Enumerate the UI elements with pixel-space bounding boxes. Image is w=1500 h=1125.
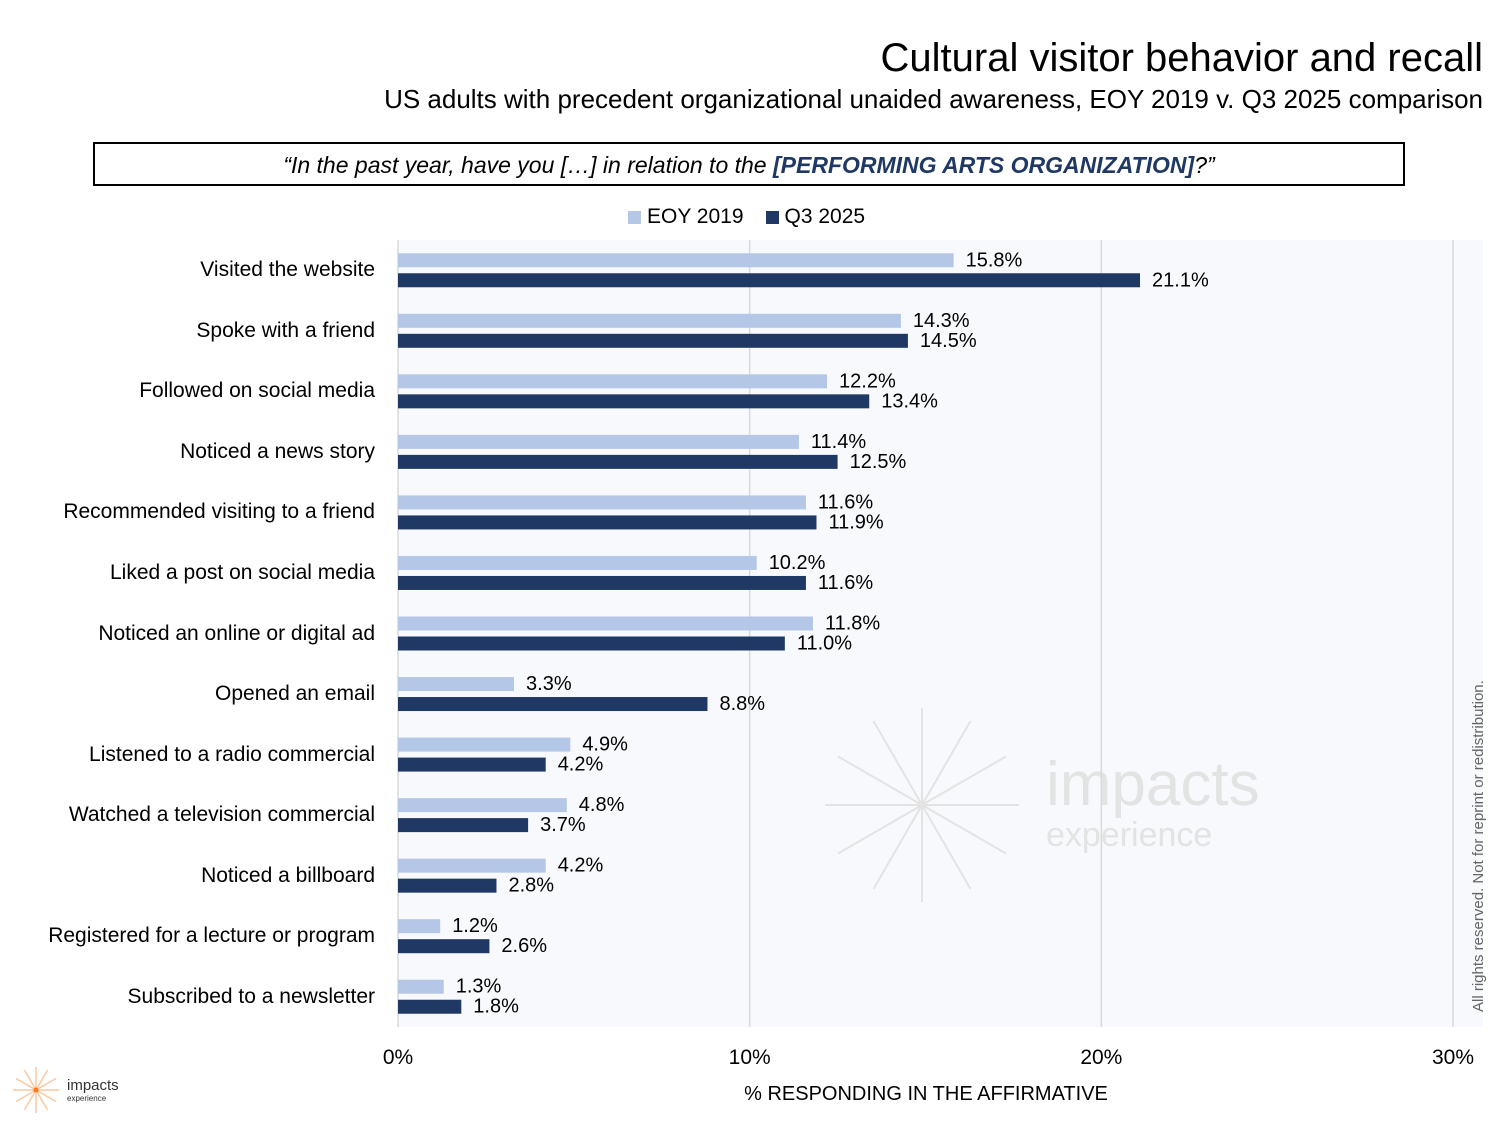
x-tick-label: 20%	[1080, 1046, 1123, 1069]
data-label: 8.8%	[719, 693, 765, 715]
bar-eoy2019	[398, 919, 441, 934]
bar-eoy2019	[398, 495, 806, 510]
bar-eoy2019	[398, 434, 799, 449]
data-label: 21.1%	[1152, 269, 1209, 291]
x-tick-label: 30%	[1431, 1046, 1475, 1069]
category-label: Listened to a radio commercial	[89, 742, 375, 766]
question-highlight: [PERFORMING ARTS ORGANIZATION]	[772, 152, 1195, 178]
bar-eoy2019	[398, 253, 954, 268]
data-label: 1.8%	[473, 996, 519, 1018]
x-axis-label: % RESPONDING IN THE AFFIRMATIVE	[744, 1083, 1108, 1105]
data-label: 12.2%	[839, 370, 896, 392]
data-label: 11.6%	[818, 491, 873, 513]
bar-eoy2019	[398, 737, 571, 752]
category-label: Spoke with a friend	[196, 318, 375, 342]
data-label: 4.8%	[579, 794, 625, 816]
plot-background	[398, 240, 1483, 1027]
rights-notice: All rights reserved. Not for reprint or …	[1470, 680, 1487, 1012]
question-prefix: “In the past year, have you […] in relat…	[283, 152, 773, 178]
data-label: 14.5%	[920, 330, 977, 352]
watermark-starburst-ray	[837, 755, 1007, 855]
logo-center-dot	[33, 1087, 39, 1093]
category-label: Noticed an online or digital ad	[98, 621, 375, 645]
logo-subtext: experience	[67, 1094, 107, 1103]
bar-q32025	[398, 939, 490, 954]
category-label: Noticed a news story	[180, 439, 375, 463]
category-label: Opened an email	[215, 682, 375, 706]
data-label: 11.4%	[811, 431, 866, 453]
legend-swatch	[765, 210, 779, 224]
data-label: 12.5%	[850, 451, 907, 473]
data-label: 1.3%	[456, 976, 502, 998]
x-tick-label: 0%	[382, 1046, 414, 1069]
data-label: 2.6%	[501, 935, 547, 957]
data-label: 11.0%	[797, 633, 852, 655]
bar-q32025	[398, 697, 708, 712]
data-label: 4.2%	[558, 855, 604, 877]
data-label: 3.7%	[540, 814, 586, 836]
data-label: 10.2%	[769, 552, 826, 574]
data-label: 4.2%	[558, 754, 604, 776]
data-label: 11.8%	[825, 613, 880, 635]
data-label: 2.8%	[508, 875, 554, 897]
bar-q32025	[398, 818, 529, 833]
watermark-text: impacts	[1046, 750, 1260, 819]
question-suffix: ?”	[1194, 152, 1215, 178]
category-label: Followed on social media	[139, 379, 375, 403]
category-label: Subscribed to a newsletter	[127, 984, 375, 1008]
bar-q32025	[398, 999, 462, 1014]
watermark-subtext: experience	[1046, 816, 1212, 854]
bar-q32025	[398, 878, 497, 893]
bar-q32025	[398, 333, 908, 348]
bar-q32025	[398, 757, 546, 772]
bar-q32025	[398, 515, 817, 530]
bar-eoy2019	[398, 313, 901, 328]
data-label: 11.9%	[828, 511, 883, 533]
data-label: 13.4%	[881, 390, 938, 412]
legend-label: EOY 2019	[647, 205, 744, 228]
category-label: Visited the website	[200, 258, 375, 282]
bar-eoy2019	[398, 979, 444, 994]
data-label: 11.6%	[818, 572, 873, 594]
x-tick-label: 10%	[728, 1046, 771, 1069]
bar-eoy2019	[398, 374, 828, 389]
category-label: Noticed a billboard	[201, 863, 375, 887]
category-label: Watched a television commercial	[68, 803, 375, 827]
category-label: Liked a post on social media	[110, 560, 375, 584]
legend: EOY 2019 Q3 2025	[628, 205, 865, 229]
chart-subtitle: US adults with precedent organizational …	[384, 84, 1483, 114]
data-label: 4.9%	[582, 734, 628, 756]
legend-label: Q3 2025	[784, 205, 866, 228]
bar-q32025	[398, 273, 1141, 288]
category-label: Recommended visiting to a friend	[63, 500, 375, 524]
bar-q32025	[398, 454, 838, 469]
bar-eoy2019	[398, 616, 813, 631]
legend-item-eoy2019: EOY 2019	[628, 205, 744, 229]
bar-eoy2019	[398, 858, 546, 873]
question-box: “In the past year, have you […] in relat…	[93, 142, 1405, 186]
data-label: 14.3%	[913, 310, 970, 332]
data-label: 3.3%	[526, 673, 572, 695]
category-label: Registered for a lecture or program	[48, 924, 375, 948]
chart-title: Cultural visitor behavior and recall	[880, 36, 1484, 80]
bar-eoy2019	[398, 555, 757, 570]
bar-q32025	[398, 394, 870, 409]
data-label: 1.2%	[452, 915, 498, 937]
logo-text: impacts	[67, 1077, 119, 1094]
bar-q32025	[398, 636, 785, 651]
legend-swatch	[628, 210, 641, 224]
data-label: 15.8%	[966, 249, 1023, 271]
bar-eoy2019	[398, 677, 515, 692]
legend-item-q32025: Q3 2025	[765, 205, 866, 229]
bar-eoy2019	[398, 798, 567, 813]
bar-q32025	[398, 575, 806, 590]
